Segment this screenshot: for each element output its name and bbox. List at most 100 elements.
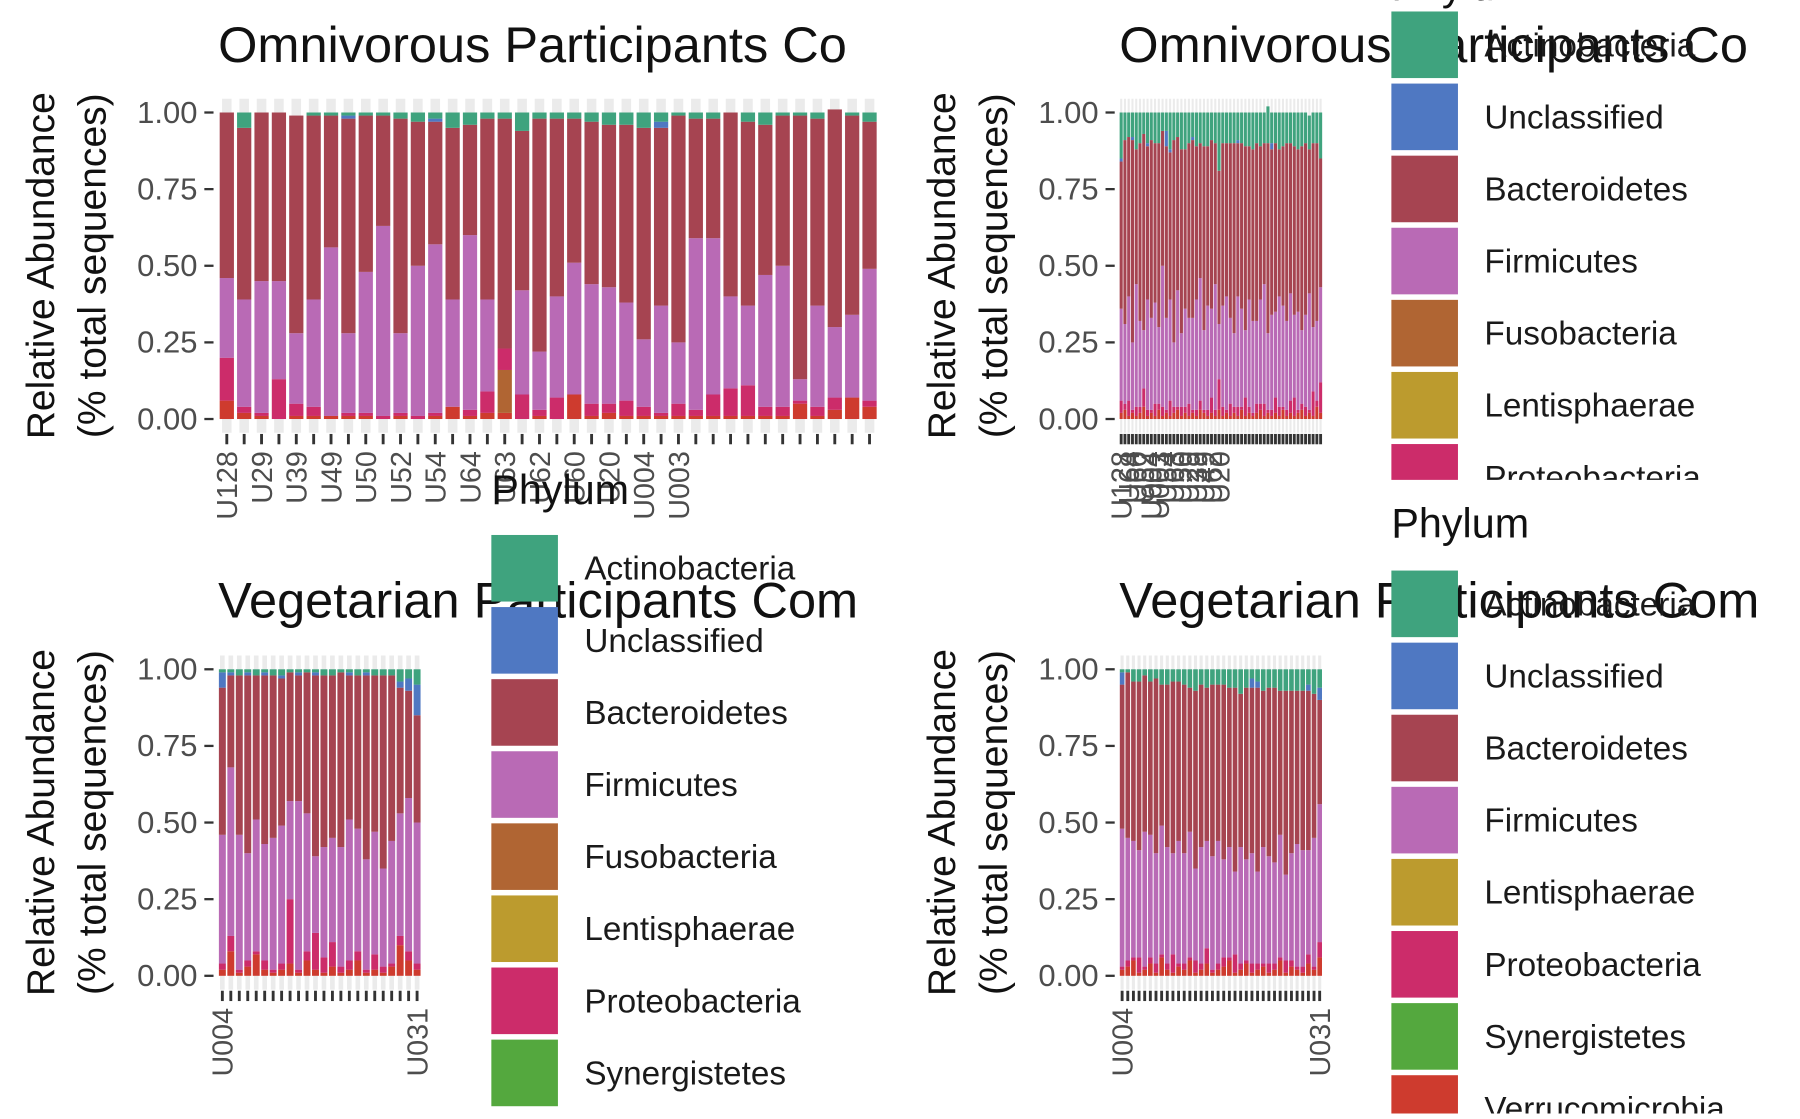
bar-segment-firmicutes [1136,850,1142,958]
bar-segment-firmicutes [337,847,345,967]
bar-segment-actinobacteria [601,112,617,125]
bar-segment-actinobacteria [376,112,391,116]
bar-segment-firmicutes [1232,871,1238,955]
bar-segment-proteobacteria [278,963,286,970]
legend-item-proteobacteria: Proteobacteria [491,967,801,1035]
bar-segment-proteobacteria [286,899,294,964]
bar-segment-firmicutes [1153,302,1157,404]
bar-segment-actinobacteria [1153,669,1159,679]
y-axis-label: Relative Abundance [921,92,964,439]
bar-segment-verrucomicrobia [428,415,443,420]
bar-segment-bacteroidetes [1255,687,1260,872]
bar-segment-unclassified [362,672,370,676]
x-tick-label: U29 [1174,451,1206,504]
bar-segment-actinobacteria [845,112,860,116]
bar-segment-bacteroidetes [278,678,286,826]
y-axis-label: (% total sequences) [72,93,115,438]
bar-segment-proteobacteria [1168,400,1172,416]
bar-segment-firmicutes [775,265,790,407]
bar-segment-firmicutes [514,290,530,395]
x-tick-labels: U128U64U60U52U004U003U54U63U50U29U39U49U… [1107,451,1237,520]
bar-segment-proteobacteria [480,391,495,413]
bar-segment-actinobacteria [758,112,773,125]
bar-segment-verrucomicrobia [1217,409,1221,420]
bar-segment-verrucomicrobia [1255,969,1260,976]
bar-segment-bacteroidetes [1315,143,1319,321]
bar-segment-firmicutes [345,819,353,961]
bar-segment-firmicutes [1217,324,1221,380]
bar-segment-firmicutes [1249,853,1255,964]
bar-segment-proteobacteria [1304,406,1308,416]
bar-segment-verrucomicrobia [706,415,721,420]
bar-segment-actinobacteria [1145,112,1150,144]
bar-segment-verrucomicrobia [1193,972,1198,976]
bar-segment-proteobacteria [1273,397,1278,413]
bar-segment-verrucomicrobia [1232,972,1238,976]
bar-segment-proteobacteria [1289,960,1294,967]
bar-segment-bacteroidetes [514,130,530,291]
legend-swatch [1391,155,1458,223]
bar-segment-proteobacteria [1119,400,1123,413]
bar-segment-verrucomicrobia [1281,409,1285,420]
bar-segment-bacteroidetes [462,124,478,236]
bar-segment-verrucomicrobia [1145,415,1150,420]
bar-segment-verrucomicrobia [1255,412,1259,420]
bar-segment-actinobacteria [740,112,756,122]
bar-segment-proteobacteria [1136,957,1142,973]
bar-segment-bacteroidetes [1247,146,1251,300]
bar-segment-verrucomicrobia [413,969,421,976]
bar-segment-bacteroidetes [254,112,269,282]
bar-segment-proteobacteria [1296,409,1300,413]
bar-segment-actinobacteria [286,669,294,673]
bar-segment-actinobacteria [1215,669,1221,685]
bar-segment-verrucomicrobia [1136,972,1142,976]
y-tick-label: 0.75 [137,171,197,206]
legend-label: Bacteroidetes [584,695,788,732]
bar-segment-verrucomicrobia [688,415,703,420]
bar-segment-bacteroidetes [1273,143,1278,312]
bar-segment-bacteroidetes [671,115,686,343]
y-tick-label: 0.00 [1038,401,1098,436]
bar-segment-bacteroidetes [271,112,287,282]
bar-segment-firmicutes [1289,853,1294,961]
bar-segment-firmicutes [1311,327,1315,392]
bar-segment-actinobacteria [235,669,243,676]
bar-segment-proteobacteria [462,409,478,416]
bar-segment-actinobacteria [306,112,321,116]
bar-segment-firmicutes [371,831,379,955]
bar-segment-firmicutes [1198,278,1202,401]
legend-swatch [491,1039,558,1107]
bar-segment-proteobacteria [601,403,617,413]
bar-segment-bacteroidetes [1238,693,1243,848]
bar-segment-proteobacteria [1249,963,1255,973]
legend-item-proteobacteria: Proteobacteria [1391,931,1701,998]
bar-segment-verrucomicrobia [1300,972,1306,976]
bar-segment-actinobacteria [379,669,387,676]
legend-swatch [1391,371,1458,439]
bar-segment-bacteroidetes [1148,681,1153,835]
bar-segment-verrucomicrobia [810,415,825,420]
bar-segment-unclassified [428,118,443,122]
bar-segment-actinobacteria [393,112,408,119]
bar-segment-firmicutes [1300,330,1304,404]
bar-segment-actinobacteria [1148,669,1153,682]
bar-segment-verrucomicrobia [619,415,634,420]
bar-segment-verrucomicrobia [862,406,877,420]
bar-segment-actinobacteria [1217,112,1221,171]
bar-segment-firmicutes [1168,299,1172,401]
bar-segment-verrucomicrobia [371,969,379,976]
bar-segment-actinobacteria [1198,112,1202,144]
bar-segment-actinobacteria [1213,112,1217,144]
bar-segment-actinobacteria [1251,112,1255,150]
bar-segment-verrucomicrobia [252,954,260,976]
y-tick-label: 1.00 [1038,95,1098,130]
bar-segment-proteobacteria [1315,400,1319,407]
bar-segment-bacteroidetes [1288,143,1293,294]
bar-segment-bacteroidetes [1134,149,1138,285]
bar-segment-actinobacteria [1288,112,1293,144]
bar-segment-bacteroidetes [1215,684,1221,841]
bar-segment-proteobacteria [1228,403,1232,416]
bar-segment-actinobacteria [413,669,421,685]
bar-segment-proteobacteria [345,960,353,970]
bar-segment-firmicutes [1206,305,1210,410]
